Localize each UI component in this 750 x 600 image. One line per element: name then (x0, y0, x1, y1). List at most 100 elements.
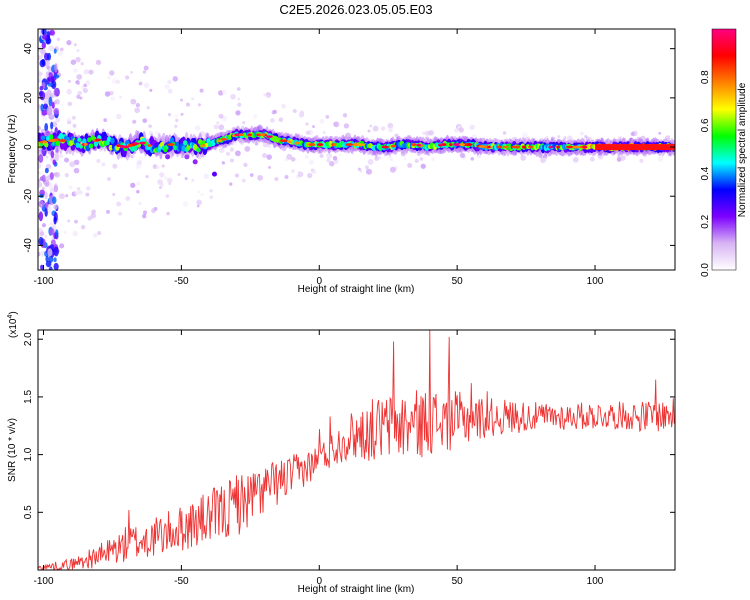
y-tick-label: 1.0 (23, 447, 34, 461)
heatmap-speckle (459, 152, 466, 158)
heatmap-streak (39, 90, 46, 101)
heatmap-speckle (41, 223, 46, 228)
heatmap-speckle (407, 162, 413, 168)
heatmap-streak (50, 121, 54, 130)
heatmap-streak (55, 229, 59, 237)
snr-x-label: Height of straight line (km) (298, 584, 415, 595)
heatmap-core (196, 147, 201, 153)
y-tick-label: 0 (23, 144, 34, 150)
heatmap-speckle (284, 174, 289, 179)
heatmap-speckle (167, 88, 173, 94)
heatmap-speckle (95, 59, 102, 65)
heatmap-speckle (221, 161, 225, 165)
heatmap-speckle (77, 90, 82, 96)
heatmap-speckle (284, 158, 288, 162)
heatmap-speckle (38, 71, 43, 77)
heatmap-speckle (72, 230, 78, 237)
heatmap-speckle (59, 154, 64, 159)
snr-scale-exponent: 4 (7, 315, 14, 319)
heatmap-speckle (326, 158, 331, 163)
heatmap-speckle (132, 154, 136, 158)
heatmap-core (110, 137, 115, 144)
heatmap-speckle (103, 118, 108, 123)
heatmap-core (204, 142, 209, 148)
heatmap-speckle (76, 49, 80, 53)
heatmap-speckle (174, 124, 178, 128)
heatmap-speckle (278, 117, 284, 122)
heatmap-speckle (44, 234, 48, 238)
heatmap-speckle (233, 141, 238, 146)
heatmap-speckle (267, 144, 272, 148)
heatmap-speckle (297, 171, 302, 175)
heatmap-speckle (343, 123, 350, 129)
heatmap-speckle (218, 113, 224, 119)
heatmap-streak (53, 48, 57, 54)
heatmap-speckle (380, 126, 386, 131)
heatmap-speckle (116, 113, 122, 120)
heatmap-streak (49, 172, 54, 180)
heatmap-speckle (271, 110, 276, 115)
heatmap-speckle (286, 153, 293, 160)
heatmap-peak (58, 139, 67, 143)
heatmap-speckle (39, 54, 44, 59)
heatmap-speckle (325, 115, 330, 119)
heatmap-speckle (209, 189, 213, 193)
heatmap-speckle (138, 201, 142, 206)
heatmap-speckle (359, 169, 363, 173)
heatmap-peak (234, 133, 241, 137)
heatmap-peak (453, 143, 462, 146)
heatmap-speckle (157, 179, 163, 185)
x-tick-label: -50 (174, 576, 189, 587)
heatmap-speckle (237, 97, 241, 101)
colorbar-tick-label: 0.2 (700, 214, 711, 228)
heatmap-speckle (319, 119, 325, 124)
heatmap-speckle (91, 209, 96, 215)
spectrogram-frame (37, 28, 676, 271)
heatmap-streak (40, 103, 45, 112)
heatmap-peak (48, 139, 57, 142)
heatmap-streak (49, 228, 55, 236)
heatmap-speckle (38, 178, 41, 183)
heatmap-speckle (59, 47, 64, 52)
heatmap-speckle (85, 192, 90, 197)
heatmap-streak (52, 159, 57, 166)
heatmap-speckle (118, 95, 123, 99)
heatmap-speckle (112, 192, 116, 196)
heatmap-speckle (270, 118, 275, 123)
heatmap-speckle (387, 122, 394, 129)
heatmap-speckle (470, 157, 475, 161)
heatmap-speckle (520, 154, 527, 161)
heatmap-speckle (589, 156, 595, 162)
heatmap-speckle (78, 190, 83, 195)
x-tick-label: 100 (587, 276, 604, 287)
heatmap-speckle (72, 123, 77, 128)
heatmap-speckle (42, 116, 48, 122)
heatmap-speckle (93, 233, 98, 238)
heatmap-streak (53, 74, 60, 79)
y-tick-label: 20 (23, 92, 34, 104)
heatmap-speckle (166, 211, 170, 216)
heatmap-speckle (307, 172, 313, 179)
heatmap-speckle (229, 158, 235, 163)
heatmap-speckle (431, 157, 435, 162)
heatmap-speckle (616, 157, 622, 163)
heatmap-speckle (68, 185, 73, 190)
heatmap-speckle (81, 225, 85, 229)
heatmap-speckle (66, 88, 72, 95)
colorbar: 0.0 0.2 0.4 0.6 0.8 Normalized spectral ampl… (700, 28, 748, 277)
heatmap-speckle (342, 113, 348, 118)
heatmap-speckle (502, 131, 507, 135)
heatmap-speckle (38, 125, 41, 132)
heatmap-peak (582, 145, 588, 149)
heatmap-speckle (88, 69, 94, 75)
heatmap-speckle (177, 172, 181, 177)
heatmap-core (108, 144, 114, 151)
heatmap-streak (51, 101, 55, 109)
heatmap-speckle (132, 119, 137, 124)
heatmap-speckle (105, 209, 110, 214)
heatmap-speckle (312, 125, 315, 128)
heatmap-streak (53, 216, 57, 225)
heatmap-speckle (193, 164, 197, 168)
heatmap-speckle (63, 230, 67, 234)
heatmap-speckle (48, 45, 55, 52)
